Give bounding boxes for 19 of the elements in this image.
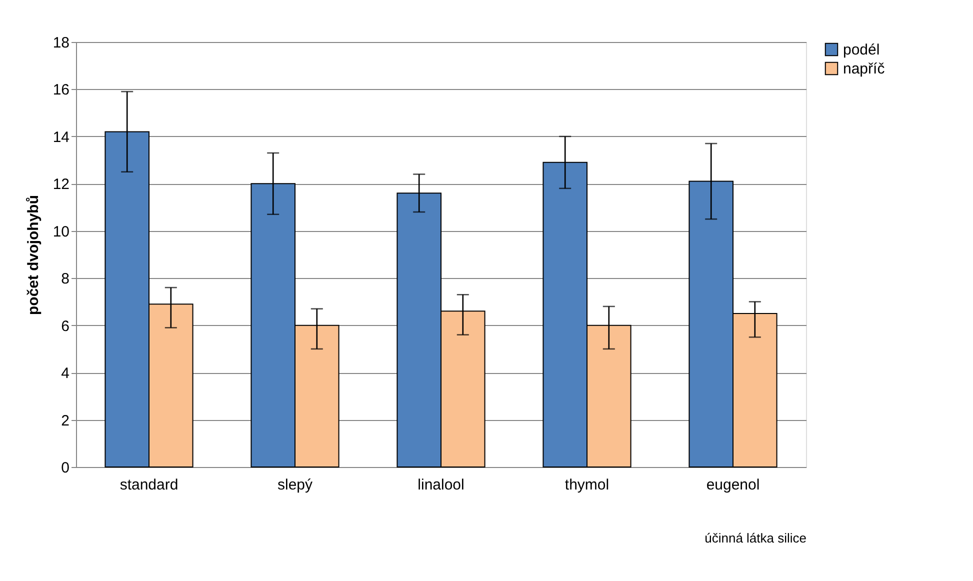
y-tick-label: 8 xyxy=(61,270,70,288)
x-tick-label: standard xyxy=(120,476,178,494)
x-axis-title: účinná látka silice xyxy=(704,530,806,546)
x-tick-label: eugenol xyxy=(706,476,760,494)
y-tick-label: 16 xyxy=(52,82,70,99)
legend-label: napříč xyxy=(843,60,886,78)
y-tick-label: 18 xyxy=(52,34,70,52)
y-tick-label: 0 xyxy=(61,460,70,476)
legend-label: podél xyxy=(843,42,880,58)
y-tick-label: 6 xyxy=(61,318,70,335)
y-tick-label: 4 xyxy=(61,365,70,382)
x-tick-label: linalool xyxy=(418,476,464,494)
x-tick-label: thymol xyxy=(564,476,610,494)
x-tick-label: slepý xyxy=(277,476,313,494)
y-tick-label: 10 xyxy=(52,223,70,240)
y-tick-label: 14 xyxy=(52,128,70,146)
y-tick-label: 2 xyxy=(61,412,70,430)
y-axis-title: počet dvojohybů xyxy=(24,195,42,315)
y-tick-label: 12 xyxy=(52,176,70,194)
